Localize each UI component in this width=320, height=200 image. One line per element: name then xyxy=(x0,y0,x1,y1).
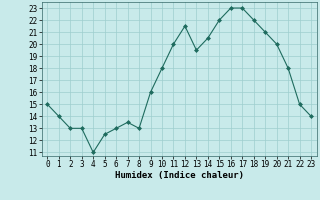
X-axis label: Humidex (Indice chaleur): Humidex (Indice chaleur) xyxy=(115,171,244,180)
